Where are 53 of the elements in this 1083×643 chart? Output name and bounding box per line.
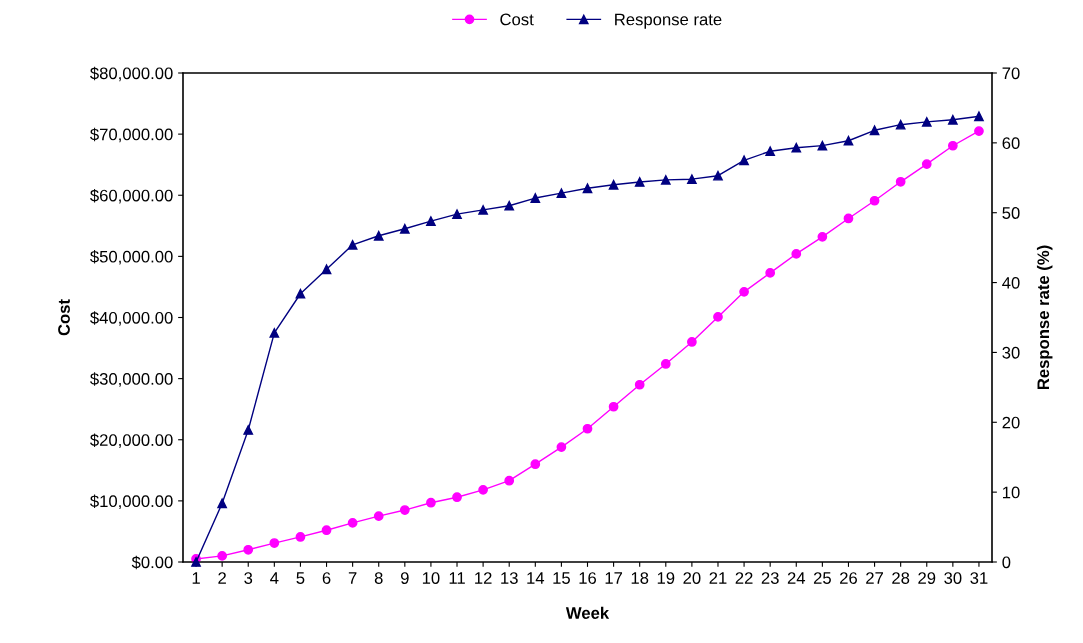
y-tick-label: $40,000.00 [90,311,173,326]
legend-label: Cost [500,13,534,26]
x-tick-label: 23 [761,572,779,584]
x-tick-label: 1 [192,572,200,584]
x-tick-label: 17 [605,572,623,584]
x-tick-label: 20 [683,572,701,584]
x-tick-label: 31 [970,572,988,584]
y2-tick-label: 0 [1002,556,1011,569]
y-tick-label: $20,000.00 [90,433,173,448]
x-tick-label: 18 [631,572,649,584]
x-tick-label: 11 [449,572,465,584]
x-tick-label: 9 [400,572,409,584]
x-tick-label: 14 [527,572,545,584]
x-tick-label: 6 [322,572,331,584]
x-tick-label: 27 [866,572,883,584]
y2-tick-label: 20 [1002,416,1020,429]
y2-tick-label: 70 [1002,67,1020,80]
y2-tick-label: 50 [1002,207,1020,219]
x-tick-label: 24 [787,572,806,584]
x-tick-label: 21 [709,572,727,584]
x-tick-label: 25 [813,572,831,584]
y-axis-title: Cost [58,299,70,336]
x-tick-label: 10 [422,572,440,584]
y2-axis-title: Response rate (%) [1036,245,1053,390]
y-tick-label: $50,000.00 [90,250,173,265]
x-tick-label: 3 [244,572,253,584]
y-tick-label: $0.00 [131,555,173,570]
x-tick-label: 29 [918,572,936,584]
x-tick-label: 8 [374,572,383,584]
x-axis-title: Week [565,606,610,619]
y-tick-label: $60,000.00 [90,188,173,204]
y2-tick-label: 60 [1002,137,1020,150]
x-tick-label: 4 [270,572,279,584]
y-tick-label: $80,000.00 [90,66,173,82]
x-tick-label: 15 [553,572,570,584]
x-tick-label: 7 [348,572,357,584]
x-tick-label: 28 [892,572,910,584]
y-tick-label: $70,000.00 [90,127,173,143]
y-tick-label: $30,000.00 [90,372,173,387]
x-tick-label: 5 [296,572,305,584]
legend-label: Response rate [615,13,722,29]
x-tick-label: 2 [218,572,226,584]
y2-tick-label: 40 [1002,276,1020,289]
x-tick-label: 12 [475,572,492,584]
x-tick-label: 30 [944,572,962,584]
x-tick-label: 16 [579,572,597,584]
y2-tick-label: 30 [1002,346,1020,359]
y2-tick-label: 10 [1002,486,1020,499]
x-tick-label: 26 [840,572,858,584]
y-tick-label: $10,000.00 [90,494,173,510]
x-tick-label: 13 [501,572,518,584]
x-tick-label: 22 [735,572,753,584]
x-tick-label: 19 [657,572,675,584]
